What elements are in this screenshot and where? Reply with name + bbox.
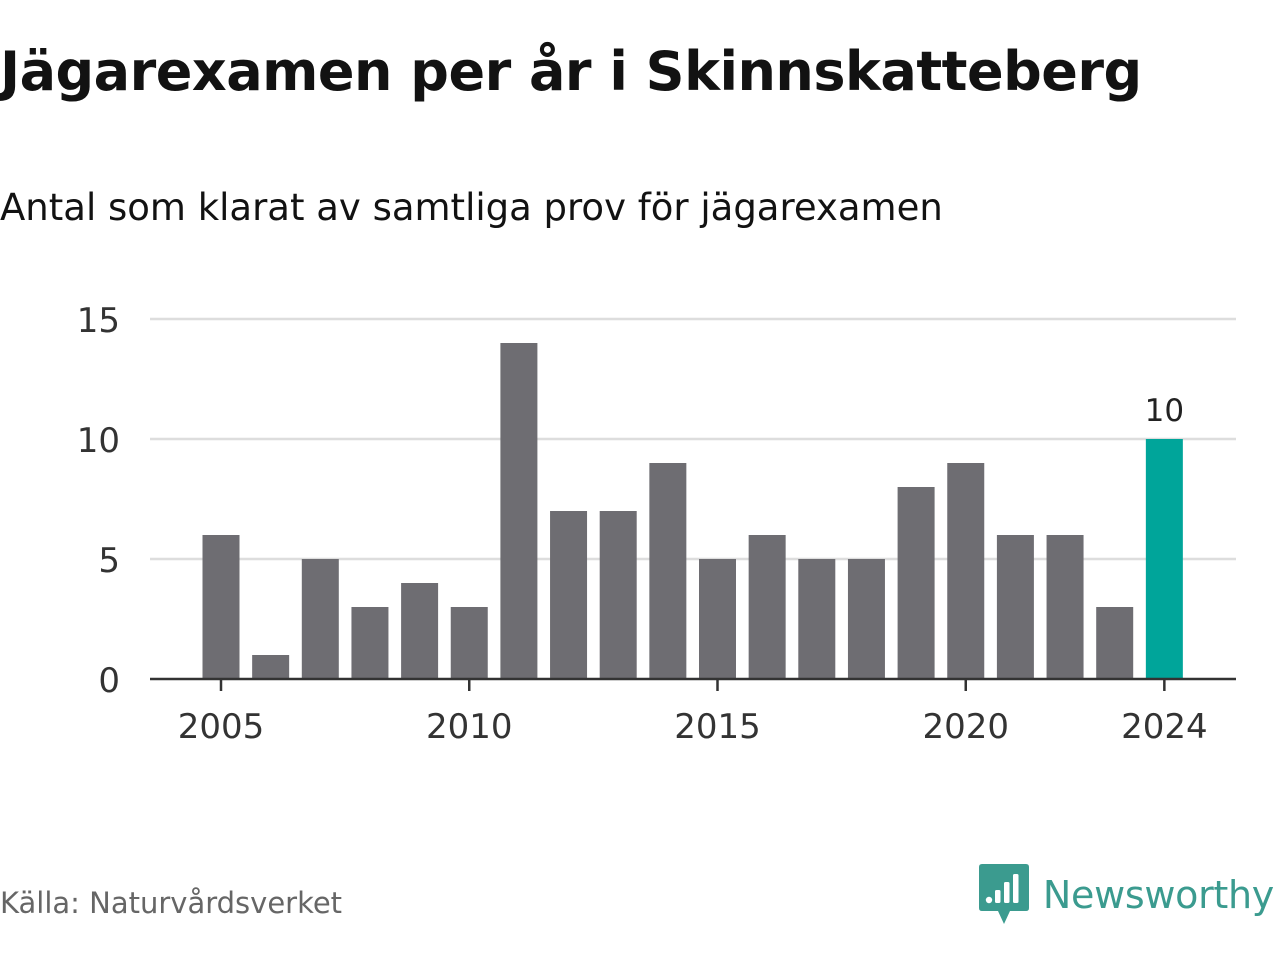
brand-name: Newsworthy bbox=[1042, 873, 1274, 917]
bar-2018 bbox=[847, 559, 885, 679]
chart-title: Jägarexamen per år i Skinnskatteberg bbox=[0, 40, 1142, 103]
data-label-2024: 10 bbox=[1145, 393, 1184, 429]
y-axis-ticks: 0 5 10 15 bbox=[77, 301, 120, 701]
bar-2012 bbox=[550, 511, 588, 679]
x-tick-label-2010: 2010 bbox=[426, 707, 513, 747]
bar-2017 bbox=[798, 559, 836, 679]
bar-2016 bbox=[748, 535, 786, 679]
x-tick-label-2020: 2020 bbox=[922, 707, 1009, 747]
bar-2008 bbox=[351, 607, 389, 679]
bar-2006 bbox=[252, 655, 290, 679]
bar-2007 bbox=[301, 559, 339, 679]
bar-2015 bbox=[699, 559, 736, 679]
bars bbox=[202, 343, 1183, 679]
bar-2024 bbox=[1145, 439, 1183, 679]
x-tick-label-2005: 2005 bbox=[178, 707, 265, 747]
bar-2010 bbox=[450, 607, 488, 679]
bar-2009 bbox=[401, 583, 439, 679]
y-tick-label-15: 15 bbox=[77, 301, 120, 341]
bar-2023 bbox=[1096, 607, 1134, 679]
data-labels: 10 bbox=[1145, 393, 1184, 429]
bar-2011 bbox=[500, 343, 538, 679]
bar-2014 bbox=[649, 463, 687, 679]
x-tick-label-2015: 2015 bbox=[674, 707, 761, 747]
x-tick-label-2024: 2024 bbox=[1121, 707, 1208, 747]
bar-2019 bbox=[897, 487, 935, 679]
newsworthy-logo-icon bbox=[978, 864, 1029, 924]
brand-logo: Newsworthy bbox=[978, 864, 1274, 926]
bar-2005 bbox=[202, 535, 240, 679]
x-axis-ticks: 2005 2010 2015 2020 2024 bbox=[178, 679, 1208, 747]
bar-2020 bbox=[947, 463, 985, 679]
source-note: Källa: Naturvårdsverket bbox=[0, 886, 343, 920]
y-tick-label-5: 5 bbox=[98, 541, 120, 581]
bar-2013 bbox=[599, 511, 637, 679]
gridlines bbox=[150, 317, 1236, 561]
y-tick-label-10: 10 bbox=[77, 421, 120, 461]
bar-2021 bbox=[996, 535, 1034, 679]
chart-subtitle: Antal som klarat av samtliga prov för jä… bbox=[0, 186, 943, 229]
y-tick-label-0: 0 bbox=[98, 661, 120, 701]
bar-2022 bbox=[1046, 535, 1084, 679]
